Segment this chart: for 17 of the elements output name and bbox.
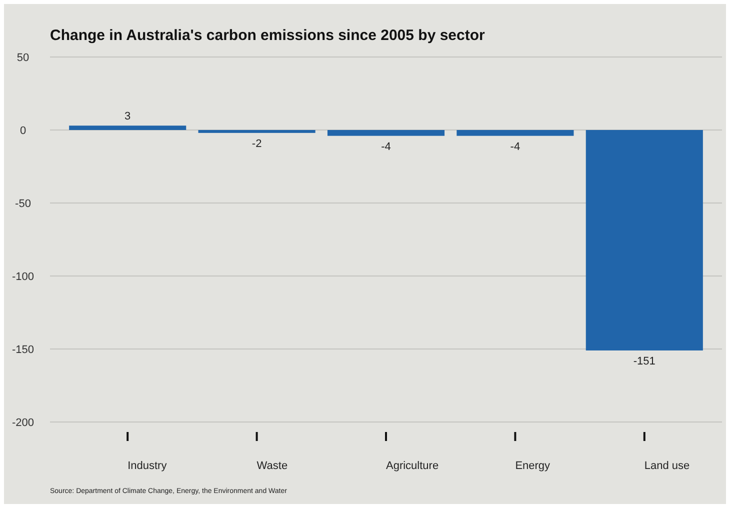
- y-tick-label: -100: [12, 271, 34, 283]
- x-tick-label: Waste: [256, 460, 288, 472]
- y-tick-label: 50: [16, 52, 30, 64]
- data-label: 3: [124, 110, 131, 123]
- data-label: -151: [633, 355, 656, 368]
- data-label: -4: [381, 140, 391, 153]
- y-tick-label: -200: [12, 417, 34, 429]
- data-label: -2: [252, 138, 262, 150]
- x-tick-label: Industry: [128, 460, 168, 472]
- y-tick-label: -150: [12, 344, 34, 356]
- y-tick-label: -50: [15, 198, 31, 210]
- chart-title: Change in Australia's carbon emissions since 2005 by sector: [50, 27, 486, 44]
- y-tick-label: 0: [20, 125, 26, 137]
- x-tick-label: Land use: [644, 460, 690, 472]
- x-tick-label: Energy: [515, 460, 551, 472]
- data-label: -4: [510, 140, 520, 153]
- x-tick-label: Agriculture: [386, 460, 439, 472]
